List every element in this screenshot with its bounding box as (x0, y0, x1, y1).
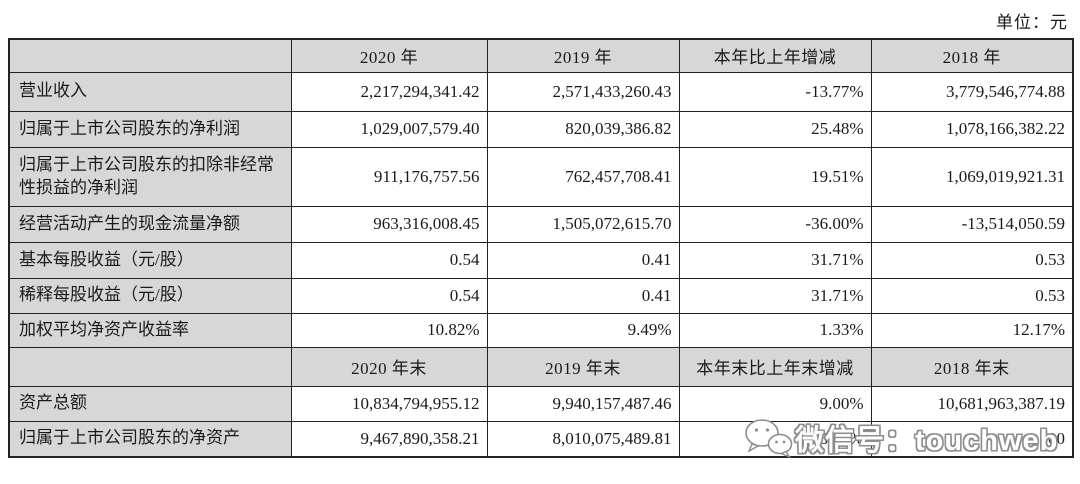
table-row-basic-eps: 基本每股收益（元/股） 0.54 0.41 31.71% 0.53 (8, 241, 1074, 279)
cell-value: 0.53 (870, 241, 1074, 279)
cell-value: 1.33% (678, 312, 872, 348)
header-cell-yearend-change: 本年末比上年末增减 (678, 346, 872, 387)
row-label: 基本每股收益（元/股） (8, 241, 292, 279)
cell-value: 9,940,157,487.46 (486, 385, 680, 422)
cell-value: -13,514,050.59 (870, 205, 1074, 243)
table-row-revenue: 营业收入 2,217,294,341.42 2,571,433,260.43 -… (8, 71, 1074, 112)
table-row-diluted-eps: 稀释每股收益（元/股） 0.54 0.41 31.71% 0.53 (8, 277, 1074, 314)
row-label: 营业收入 (8, 71, 292, 112)
cell-value: 1,069,019,921.31 (870, 146, 1074, 207)
cell-value: 10,834,794,955.12 (290, 385, 488, 422)
cell-value: 0.41 (486, 241, 680, 279)
table-header-row-annual: 2020 年 2019 年 本年比上年增减 2018 年 (8, 38, 1074, 73)
table-row-weighted-avg-roe: 加权平均净资产收益率 10.82% 9.49% 1.33% 12.17% (8, 312, 1074, 348)
row-label: 资产总额 (8, 385, 292, 422)
table-row-operating-cash-flow: 经营活动产生的现金流量净额 963,316,008.45 1,505,072,6… (8, 205, 1074, 243)
header-cell-blank (8, 38, 292, 73)
cell-value: 10.82% (290, 312, 488, 348)
cell-value: 31.71% (678, 277, 872, 314)
cell-value: 31.71% (678, 241, 872, 279)
header-cell-2019: 2019 年 (486, 38, 680, 73)
cell-value: 1,505,072,615.70 (486, 205, 680, 243)
cell-value: -13.77% (678, 71, 872, 112)
cell-value: 911,176,757.56 (290, 146, 488, 207)
cell-value: 9.00% (678, 385, 872, 422)
row-label: 归属于上市公司股东的净资产 (8, 420, 292, 458)
cell-value: 3,779,546,774.88 (870, 71, 1074, 112)
cell-value: 2,571,433,260.43 (486, 71, 680, 112)
header-cell-yoy-change: 本年比上年增减 (678, 38, 872, 73)
table-header-row-yearend: 2020 年末 2019 年末 本年末比上年末增减 2018 年末 (8, 346, 1074, 387)
cell-value: 10,681,963,387.19 (870, 385, 1074, 422)
table-row-total-assets: 资产总额 10,834,794,955.12 9,940,157,487.46 … (8, 385, 1074, 422)
header-cell-2020: 2020 年 (290, 38, 488, 73)
cell-value: 963,316,008.45 (290, 205, 488, 243)
table-row-net-profit: 归属于上市公司股东的净利润 1,029,007,579.40 820,039,3… (8, 110, 1074, 148)
row-label: 经营活动产生的现金流量净额 (8, 205, 292, 243)
header-cell-2019-end: 2019 年末 (486, 346, 680, 387)
header-cell-2018: 2018 年 (870, 38, 1074, 73)
row-label: 稀释每股收益（元/股） (8, 277, 292, 314)
header-cell-blank (8, 346, 292, 387)
header-cell-2020-end: 2020 年末 (290, 346, 488, 387)
cell-value: 762,457,708.41 (486, 146, 680, 207)
row-label: 归属于上市公司股东的扣除非经常性损益的净利润 (8, 146, 292, 207)
cell-value: -36.00% (678, 205, 872, 243)
cell-value: 9.49% (486, 312, 680, 348)
cell-value: 1,029,007,579.40 (290, 110, 488, 148)
cell-value: 0.54 (290, 241, 488, 279)
cell-value: 25.48% (678, 110, 872, 148)
cell-value: 9,467,890,358.21 (290, 420, 488, 458)
cell-value: 0.41 (486, 277, 680, 314)
cell-value-obscured: 00 (870, 420, 1074, 458)
table-row-net-profit-excl-nonrecurring: 归属于上市公司股东的扣除非经常性损益的净利润 911,176,757.56 76… (8, 146, 1074, 207)
row-label: 加权平均净资产收益率 (8, 312, 292, 348)
cell-value: 0.54 (290, 277, 488, 314)
cell-value: 1,078,166,382.22 (870, 110, 1074, 148)
cell-value: 0.53 (870, 277, 1074, 314)
financial-summary-table: 2020 年 2019 年 本年比上年增减 2018 年 营业收入 2,217,… (8, 38, 1074, 458)
cell-value: 12.17% (870, 312, 1074, 348)
table-row-net-assets: 归属于上市公司股东的净资产 9,467,890,358.21 8,010,075… (8, 420, 1074, 458)
row-label: 归属于上市公司股东的净利润 (8, 110, 292, 148)
cell-value: 2,217,294,341.42 (290, 71, 488, 112)
cell-value-obscured: 18.20% (678, 420, 872, 458)
cell-value: 8,010,075,489.81 (486, 420, 680, 458)
header-cell-2018-end: 2018 年末 (870, 346, 1074, 387)
cell-value: 19.51% (678, 146, 872, 207)
cell-value: 820,039,386.82 (486, 110, 680, 148)
unit-label: 单位：元 (996, 13, 1068, 32)
